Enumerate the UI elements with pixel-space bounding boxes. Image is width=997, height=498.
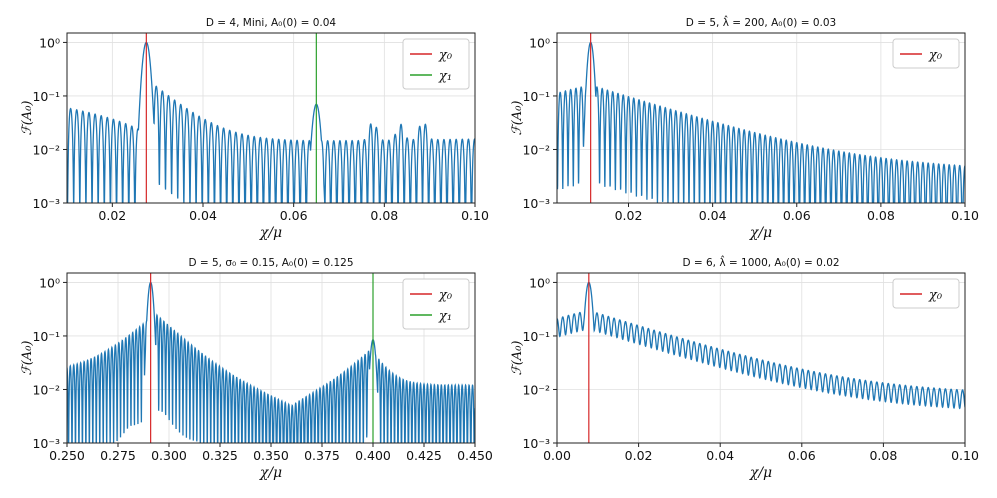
y-axis-label: ℱ(A₀) (20, 341, 35, 376)
y-tick-label: 10⁰ (39, 275, 60, 290)
data-series-line (67, 41, 475, 203)
y-axis-label: ℱ(A₀) (510, 341, 525, 376)
y-tick-label: 10⁻¹ (32, 329, 60, 344)
legend-entry-label: χ₀ (928, 48, 943, 63)
subplot-1: 0.02 0.04 0.06 0.08 0.10 10⁻³ 10⁻² 10⁻¹ 10⁰ D = 4… (20, 17, 489, 241)
legend-entry-label: χ₀ (438, 288, 453, 303)
x-tick-label: 0.04 (706, 448, 734, 463)
axes-frame (66, 32, 476, 204)
subplot-title: D = 5, λ̂ = 200, A₀(0) = 0.03 (686, 15, 836, 29)
x-tick-label: 0.02 (98, 208, 126, 223)
subplot-3: 0.250 0.275 0.300 0.325 0.350 0.375 0.400 0.425… (20, 257, 493, 481)
y-tick-label: 10⁻² (522, 382, 550, 397)
x-tick-label: 0.450 (457, 448, 493, 463)
y-tick-label: 10⁻¹ (522, 329, 550, 344)
x-tick-label: 0.04 (189, 208, 217, 223)
y-tick-label: 10⁰ (529, 275, 550, 290)
subplot-title: D = 5, σ₀ = 0.15, A₀(0) = 0.125 (188, 257, 353, 269)
x-tick-label: 0.275 (100, 448, 136, 463)
x-tick-label: 0.08 (867, 208, 895, 223)
x-tick-label: 0.06 (783, 208, 811, 223)
x-tick-label: 0.02 (625, 448, 653, 463)
data-series-line (67, 281, 475, 443)
x-tick-label: 0.06 (788, 448, 816, 463)
y-tick-label: 10⁻³ (522, 436, 550, 451)
data-series-line (557, 41, 965, 203)
y-tick-label: 10⁰ (39, 35, 60, 50)
x-tick-label: 0.08 (370, 208, 398, 223)
x-tick-label: 0.300 (151, 448, 187, 463)
y-tick-label: 10⁻¹ (522, 89, 550, 104)
y-tick-label: 10⁻² (32, 382, 60, 397)
legend-entry-label: χ₁ (438, 309, 452, 324)
y-tick-label: 10⁻² (522, 142, 550, 157)
x-tick-label: 0.400 (355, 448, 391, 463)
x-tick-label: 0.04 (699, 208, 727, 223)
axes-frame (556, 272, 966, 444)
y-tick-label: 10⁻² (32, 142, 60, 157)
y-tick-label: 10⁻³ (32, 436, 60, 451)
y-tick-label: 10⁻³ (32, 196, 60, 211)
data-series-line (557, 281, 965, 410)
legend-box (892, 38, 960, 69)
legend-box (892, 278, 960, 309)
legend-entry-label: χ₀ (928, 288, 943, 303)
subplot-4: 0.00 0.02 0.04 0.06 0.08 0.10 10⁻³ 10⁻² 10⁻¹ 10⁰ D… (510, 255, 979, 481)
x-tick-label: 0.10 (951, 208, 979, 223)
subplot-2: 0.02 0.04 0.06 0.08 0.10 10⁻³ 10⁻² 10⁻¹ 10⁰ D = 5… (510, 15, 979, 241)
y-axis-label: ℱ(A₀) (20, 101, 35, 136)
x-axis-label: χ/μ (259, 465, 282, 481)
subplot-title: D = 6, λ̂ = 1000, A₀(0) = 0.02 (682, 255, 839, 269)
x-tick-label: 0.10 (951, 448, 979, 463)
x-axis-label: χ/μ (749, 465, 772, 481)
axes-frame (556, 32, 966, 204)
x-axis-label: χ/μ (749, 225, 772, 241)
y-tick-label: 10⁻¹ (32, 89, 60, 104)
legend-box (402, 278, 470, 330)
legend-entry-label: χ₀ (438, 48, 453, 63)
x-tick-label: 0.250 (49, 448, 85, 463)
x-tick-label: 0.325 (202, 448, 238, 463)
subplot-title: D = 4, Mini, A₀(0) = 0.04 (206, 17, 337, 29)
x-tick-label: 0.350 (253, 448, 289, 463)
y-tick-label: 10⁰ (529, 35, 550, 50)
x-tick-label: 0.06 (280, 208, 308, 223)
legend-box (402, 38, 470, 90)
x-tick-label: 0.425 (406, 448, 442, 463)
y-tick-label: 10⁻³ (522, 196, 550, 211)
y-axis-label: ℱ(A₀) (510, 101, 525, 136)
legend-entry-label: χ₁ (438, 69, 452, 84)
x-tick-label: 0.10 (461, 208, 489, 223)
x-tick-label: 0.08 (869, 448, 897, 463)
x-axis-label: χ/μ (259, 225, 282, 241)
x-tick-label: 0.00 (543, 448, 571, 463)
x-tick-label: 0.375 (304, 448, 340, 463)
x-tick-label: 0.02 (615, 208, 643, 223)
